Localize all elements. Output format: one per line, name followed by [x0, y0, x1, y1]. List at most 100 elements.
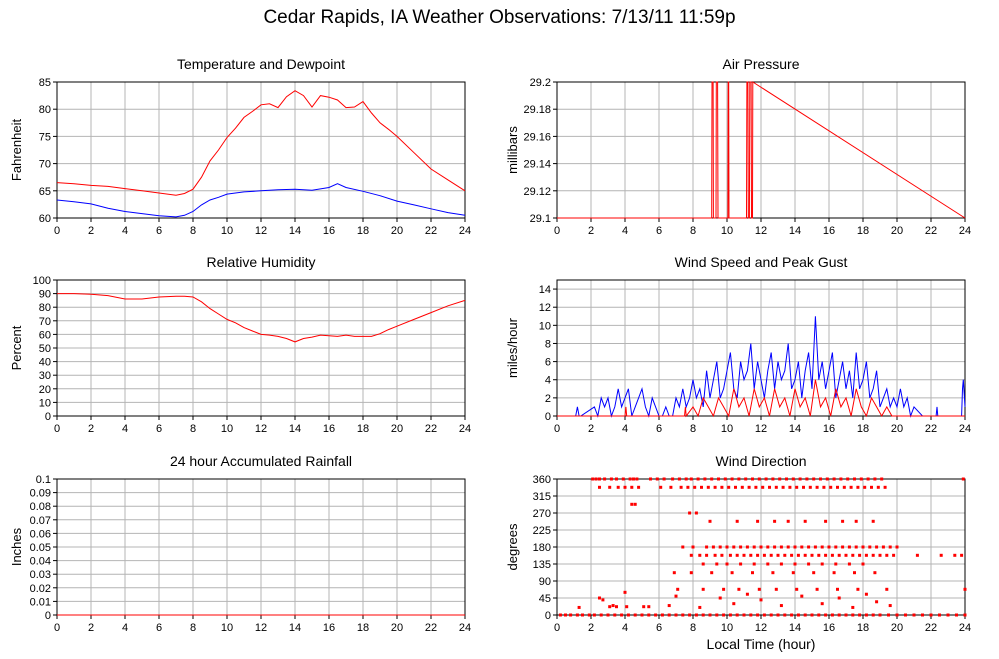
data-point: [883, 485, 887, 489]
data-point: [754, 485, 758, 489]
data-point: [701, 562, 705, 566]
data-point: [734, 485, 737, 489]
y-tick-label: 315: [533, 491, 551, 503]
y-tick-label: 0: [45, 610, 51, 622]
y-tick-label: 29.14: [523, 159, 551, 171]
y-tick-label: 80: [39, 302, 51, 314]
data-point: [635, 477, 639, 481]
data-point: [735, 519, 739, 523]
data-point: [577, 605, 581, 609]
data-point: [856, 587, 860, 591]
data-point: [745, 592, 749, 596]
data-point: [756, 553, 760, 557]
y-tick-label: 75: [39, 131, 51, 143]
data-point: [592, 613, 596, 617]
chart-1: 0 2 4 6 8 10 12 14 16 18 20 22 2429.129.1229.1429.16…: [505, 56, 971, 237]
x-tick-label: 4: [622, 225, 628, 237]
chart-title: Wind Speed and Peak Gust: [675, 254, 848, 270]
data-point: [594, 477, 598, 481]
x-tick-label: 4: [622, 423, 628, 435]
data-point: [836, 587, 839, 591]
data-point: [853, 477, 856, 481]
y-tick-label: 60: [39, 213, 51, 225]
data-point: [822, 485, 826, 489]
y-tick-label: 30: [39, 370, 51, 382]
data-point: [739, 545, 743, 549]
data-point: [696, 477, 700, 481]
x-tick-label: 24: [959, 225, 971, 237]
data-point: [875, 600, 879, 604]
y-tick-label: 12: [539, 302, 551, 314]
data-point: [706, 485, 710, 489]
y-tick-label: 10: [539, 320, 551, 332]
data-point: [856, 485, 860, 489]
data-point: [757, 587, 761, 591]
data-point: [878, 553, 882, 557]
data-point: [861, 545, 865, 549]
data-point: [718, 596, 722, 600]
x-tick-label: 12: [755, 622, 767, 634]
data-point: [688, 613, 692, 617]
y-axis-label: Percent: [9, 325, 24, 370]
data-point: [837, 596, 841, 600]
data-point: [885, 553, 889, 557]
data-point: [836, 485, 839, 489]
data-point: [684, 477, 688, 481]
y-tick-label: 70: [39, 159, 51, 171]
data-point: [662, 477, 666, 481]
data-point: [752, 562, 756, 566]
data-point: [791, 571, 795, 575]
y-tick-label: 20: [39, 384, 51, 396]
data-point: [679, 485, 683, 489]
data-point: [625, 605, 629, 609]
data-point: [637, 485, 641, 489]
data-point: [686, 485, 690, 489]
data-point: [660, 613, 664, 617]
data-point: [778, 477, 782, 481]
data-point: [837, 553, 841, 557]
data-point: [598, 477, 601, 481]
data-point: [774, 587, 778, 591]
data-point: [834, 545, 838, 549]
data-point: [871, 553, 875, 557]
x-tick-label: 18: [357, 622, 369, 634]
data-point: [647, 605, 651, 609]
data-point: [615, 477, 618, 481]
data-point: [766, 545, 770, 549]
data-point: [632, 477, 635, 481]
y-tick-label: 85: [39, 77, 51, 89]
data-point: [876, 485, 880, 489]
data-point: [773, 519, 777, 523]
y-tick-label: 29.1: [530, 213, 551, 225]
x-tick-label: 18: [357, 225, 369, 237]
chart-title: Wind Direction: [715, 453, 806, 469]
data-point: [747, 485, 751, 489]
data-point: [807, 545, 811, 549]
series-line-0: [557, 316, 966, 418]
data-point: [718, 545, 722, 549]
data-point: [764, 477, 768, 481]
x-tick-label: 24: [959, 622, 971, 634]
data-point: [847, 562, 851, 566]
y-tick-label: 60: [39, 329, 51, 341]
chart-0: 0 2 4 6 8 10 12 14 16 18 20 22 24606570758085Tempera…: [9, 56, 471, 237]
x-tick-label: 20: [891, 225, 903, 237]
data-point: [788, 485, 792, 489]
data-point: [633, 502, 637, 506]
data-point: [616, 485, 620, 489]
data-point: [762, 553, 766, 557]
data-point: [751, 571, 754, 575]
data-point: [808, 485, 812, 489]
data-point: [591, 477, 595, 481]
y-tick-label: 180: [533, 542, 551, 554]
data-point: [953, 553, 957, 557]
x-tick-label: 8: [690, 423, 696, 435]
data-point: [817, 553, 821, 557]
data-point: [815, 485, 819, 489]
data-point: [892, 553, 896, 557]
y-tick-label: 0.08: [30, 501, 51, 513]
data-point: [642, 605, 646, 609]
x-tick-label: 16: [323, 622, 335, 634]
y-axis-label: degrees: [505, 523, 520, 570]
data-point: [740, 485, 744, 489]
